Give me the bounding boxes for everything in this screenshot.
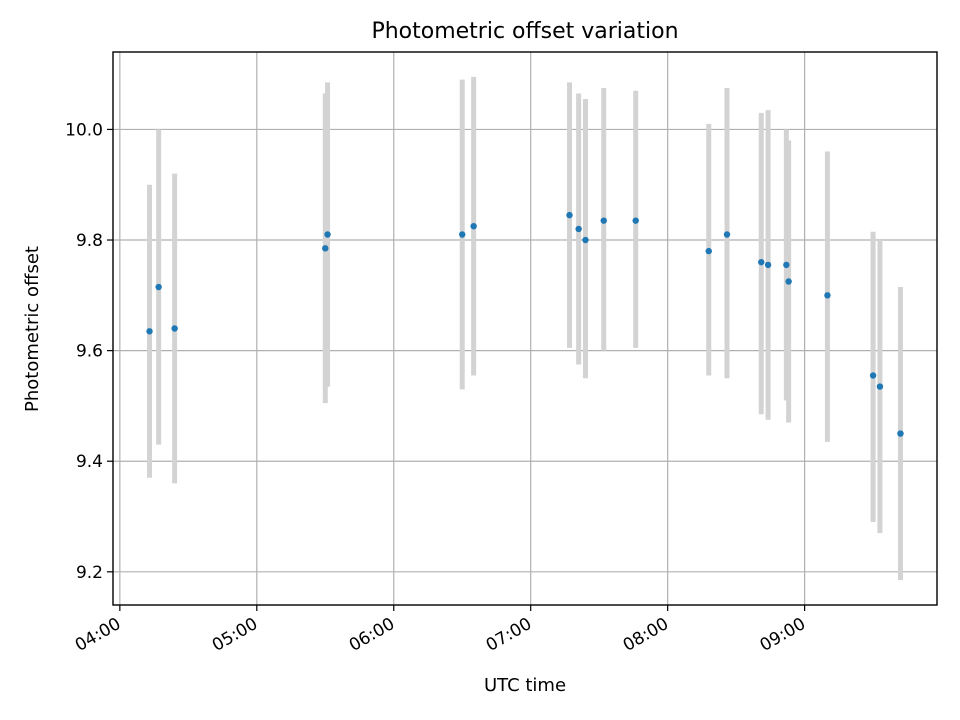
x-tick-label: 07:00 bbox=[483, 614, 535, 656]
data-point bbox=[171, 325, 178, 332]
data-point bbox=[869, 372, 877, 379]
data-point bbox=[575, 225, 582, 233]
y-axis-label: Photometric offset bbox=[22, 246, 43, 412]
data-point bbox=[470, 222, 477, 230]
y-tick-label: 9.4 bbox=[76, 452, 103, 472]
data-point bbox=[783, 261, 790, 269]
data-points bbox=[146, 211, 904, 437]
data-point bbox=[876, 383, 884, 390]
data-point bbox=[723, 231, 731, 238]
data-point bbox=[785, 278, 792, 285]
x-tick-label: 08:00 bbox=[620, 614, 672, 656]
data-point bbox=[155, 283, 162, 291]
data-point bbox=[459, 231, 466, 238]
y-tick-label: 9.2 bbox=[76, 563, 103, 583]
y-tick-label: 9.8 bbox=[76, 231, 103, 251]
y-axis-ticks: 9.2 9.4 9.6 9.8 10.0 bbox=[65, 120, 113, 583]
data-point bbox=[600, 217, 607, 224]
data-point bbox=[705, 247, 712, 255]
data-point bbox=[758, 258, 765, 266]
chart-title: Photometric offset variation bbox=[371, 19, 678, 44]
data-point bbox=[322, 245, 329, 252]
data-point bbox=[824, 292, 831, 299]
y-tick-label: 10.0 bbox=[65, 120, 103, 140]
error-bars bbox=[147, 76, 903, 581]
data-point bbox=[897, 430, 904, 437]
plot-frame bbox=[112, 51, 938, 606]
data-point bbox=[582, 236, 589, 244]
x-tick-label: 06:00 bbox=[346, 614, 398, 656]
x-tick-label: 05:00 bbox=[209, 614, 261, 656]
x-axis-label: UTC time bbox=[484, 675, 566, 696]
data-point bbox=[566, 211, 573, 219]
y-tick-label: 9.6 bbox=[76, 342, 103, 362]
x-axis-ticks: 04:00 05:00 06:00 07:00 08:00 09:00 bbox=[72, 605, 809, 656]
x-tick-label: 04:00 bbox=[72, 614, 124, 656]
data-point bbox=[324, 231, 331, 238]
data-point bbox=[146, 328, 153, 335]
data-point bbox=[632, 217, 639, 224]
data-point bbox=[764, 261, 772, 269]
grid-lines bbox=[113, 52, 937, 605]
x-tick-label: 09:00 bbox=[757, 614, 809, 656]
